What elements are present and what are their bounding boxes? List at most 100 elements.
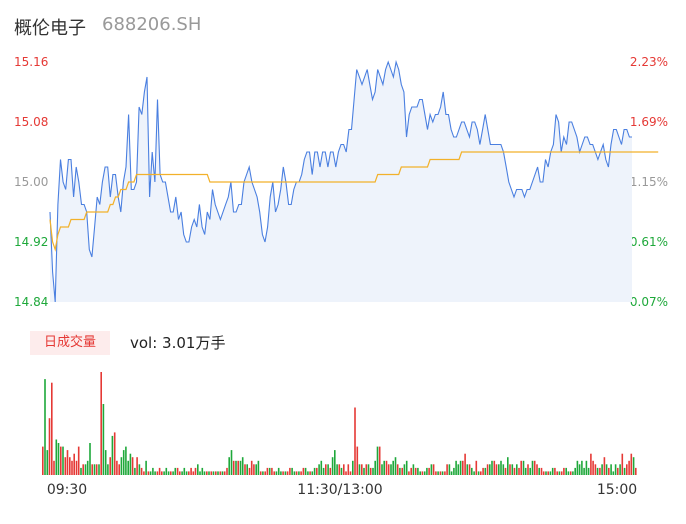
volume-bar — [98, 464, 100, 475]
volume-bar — [134, 467, 136, 475]
volume-bar — [605, 464, 608, 475]
volume-bar — [55, 439, 58, 475]
volume-bar — [322, 467, 325, 475]
volume-bar — [113, 432, 116, 475]
volume-bar — [152, 467, 154, 475]
volume-bar — [275, 471, 278, 475]
volume-bar — [574, 467, 576, 475]
volume-bar — [531, 460, 534, 475]
volume-bar — [374, 460, 376, 475]
volume-bar — [289, 467, 291, 475]
volume-bar — [367, 464, 370, 475]
volume-bar — [509, 464, 511, 475]
volume-bar — [309, 471, 311, 475]
volume-bar — [215, 471, 217, 475]
volume-bar — [630, 453, 633, 475]
volume-bar — [383, 460, 385, 475]
volume-bar — [603, 457, 606, 475]
volume-bar — [131, 457, 134, 475]
volume-bar — [73, 453, 75, 475]
volume-bar — [253, 464, 255, 475]
volume-bar — [392, 460, 394, 475]
volume-bar — [533, 460, 536, 475]
volume-bar — [401, 467, 403, 475]
volume-tab[interactable]: 日成交量 — [30, 331, 110, 355]
volume-bar — [143, 471, 145, 475]
volume-bar — [329, 467, 332, 475]
volume-bar — [592, 460, 594, 475]
volume-bar — [325, 464, 327, 475]
volume-bar — [352, 460, 354, 475]
volume-bar — [432, 464, 435, 475]
volume-bar — [601, 464, 603, 475]
volume-bar — [313, 467, 316, 475]
volume-bar — [471, 467, 473, 475]
volume-bar — [192, 471, 195, 475]
volume-bar — [437, 471, 439, 475]
volume-bar — [390, 464, 392, 475]
volume-bar — [518, 467, 520, 475]
volume-bar — [554, 467, 556, 475]
volume-bar — [262, 471, 264, 475]
volume-bar — [457, 464, 460, 475]
volume-bar — [228, 457, 230, 475]
volume-bar — [578, 464, 581, 475]
volume-bar — [304, 467, 307, 475]
volume-bar — [507, 457, 509, 475]
volume-bar — [194, 467, 197, 475]
volume-bar — [167, 471, 170, 475]
volume-bar — [405, 460, 408, 475]
volume-bar — [277, 467, 280, 475]
volume-bar — [363, 467, 365, 475]
volume-bar — [95, 464, 98, 475]
volume-bar — [235, 460, 237, 475]
volume-bar — [316, 467, 318, 475]
volume-bar — [163, 471, 165, 475]
volume-bar — [199, 471, 201, 475]
volume-bar — [42, 446, 44, 475]
volume-bar — [376, 446, 379, 475]
volume-bar — [185, 471, 188, 475]
volume-bar — [165, 467, 168, 475]
volume-bar — [334, 450, 336, 475]
volume-bar — [241, 457, 244, 475]
volume-bar — [138, 464, 141, 475]
volume-bar — [176, 467, 179, 475]
volume-bar — [569, 471, 572, 475]
volume-bar — [268, 467, 271, 475]
volume-bar — [210, 471, 213, 475]
volume-bar — [118, 464, 120, 475]
volume-bar — [255, 464, 257, 475]
volume-bar — [206, 471, 208, 475]
volume-bar — [48, 418, 51, 475]
volume-bar — [387, 464, 390, 475]
volume-bar — [223, 471, 226, 475]
x-tick-label: 11:30/13:00 — [297, 482, 382, 498]
volume-readout: vol: 3.01万手 — [130, 334, 226, 352]
volume-bar — [567, 471, 570, 475]
volume-bar — [430, 464, 433, 475]
volume-bar — [558, 471, 561, 475]
volume-bar — [273, 471, 275, 475]
volume-bar — [428, 467, 430, 475]
volume-bar — [473, 471, 475, 475]
volume-bar — [57, 443, 60, 475]
stock-name: 概伦电子 — [14, 18, 86, 39]
volume-bar — [102, 404, 105, 475]
volume-bar — [520, 460, 522, 475]
volume-bar — [419, 471, 421, 475]
volume-bar — [466, 464, 469, 475]
volume-bar — [145, 460, 147, 475]
y-tick-right: 1.69% — [630, 115, 668, 129]
volume-bar — [271, 467, 273, 475]
volume-bar — [536, 464, 538, 475]
avg-price-line — [49, 151, 659, 252]
volume-bar — [340, 467, 343, 475]
volume-bar — [232, 460, 235, 475]
volume-bar — [336, 464, 338, 475]
volume-bar — [560, 471, 563, 475]
volume-bar — [149, 471, 152, 475]
volume-bar — [302, 467, 305, 475]
volume-bar — [610, 464, 612, 475]
volume-bar — [399, 467, 401, 475]
